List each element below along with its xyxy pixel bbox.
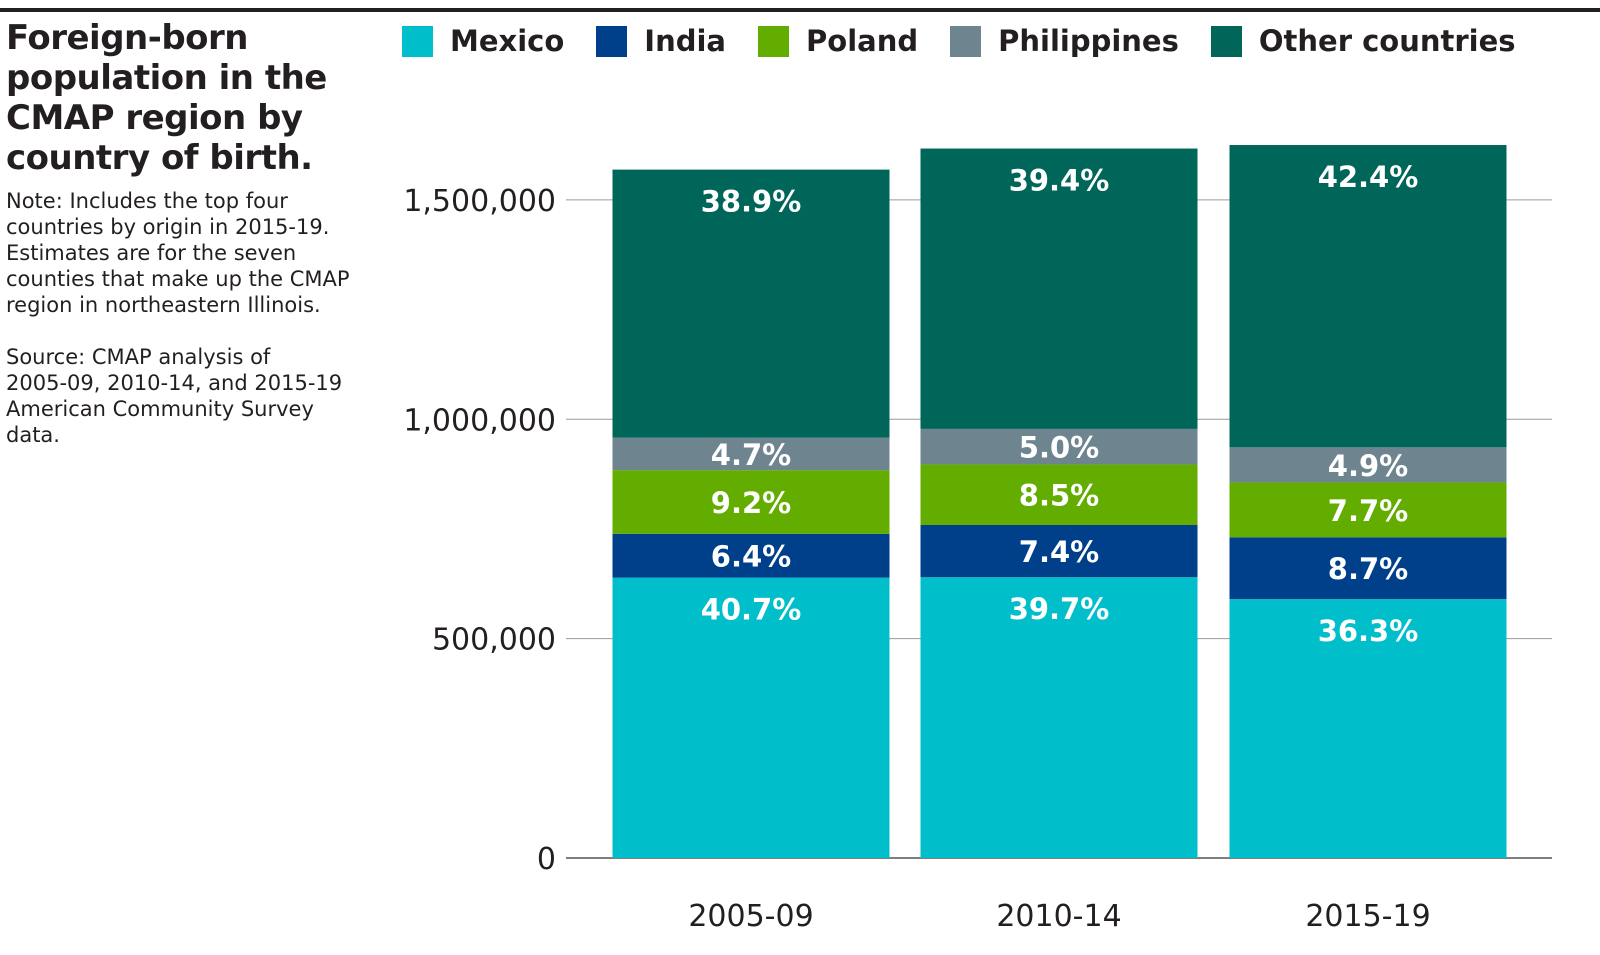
bar-segment (1229, 447, 1507, 483)
legend-label: Poland (806, 24, 919, 58)
bar-segment (1229, 145, 1507, 448)
legend-swatch (758, 25, 790, 57)
data-label: 4.9% (1328, 449, 1408, 483)
legend-swatch (596, 25, 628, 57)
title-line: country of birth. (6, 138, 313, 178)
note-line: countries by origin in 2015-19. (6, 215, 330, 239)
source-line: Source: CMAP analysis of (6, 345, 271, 369)
title-line: CMAP region by (6, 98, 303, 138)
data-label: 7.4% (1019, 535, 1099, 569)
source-line: data. (6, 423, 60, 447)
legend-label: Mexico (450, 24, 565, 58)
y-tick-label: 1,000,000 (403, 403, 556, 438)
legend-swatch (1210, 25, 1242, 57)
bar-segment (1229, 599, 1507, 858)
data-label: 42.4% (1318, 160, 1419, 194)
data-label: 7.7% (1328, 494, 1408, 528)
legend-label: Philippines (998, 24, 1179, 58)
title-line: Foreign-born (6, 18, 249, 58)
y-tick-label: 1,500,000 (403, 184, 556, 219)
note-line: Estimates are for the seven (6, 241, 297, 265)
bar-segment (612, 169, 890, 438)
legend-item-india: India (596, 24, 726, 58)
bar-segment (920, 577, 1198, 858)
data-label: 5.0% (1019, 431, 1099, 465)
source-line: American Community Survey (6, 397, 314, 421)
bar-segment (920, 464, 1198, 525)
legend-item-mexico: Mexico (402, 24, 564, 58)
bar-segment (1229, 482, 1507, 538)
chart-title: Foreign-born population in the CMAP regi… (6, 18, 381, 178)
note-line: region in northeastern Illinois. (6, 293, 321, 317)
x-tick-label: 2005-09 (688, 899, 813, 934)
bar-segment (612, 577, 890, 858)
data-label: 8.7% (1328, 552, 1408, 586)
data-label: 38.9% (701, 185, 802, 219)
chart-legend: Mexico India Poland Philippines Other co… (402, 24, 1548, 58)
legend-label: India (644, 24, 727, 58)
data-label: 4.7% (711, 438, 791, 472)
title-line: population in the (6, 58, 327, 98)
data-label: 40.7% (701, 593, 802, 627)
data-label: 39.7% (1009, 592, 1110, 626)
top-rule (0, 8, 1600, 12)
y-tick-label: 500,000 (432, 623, 556, 658)
data-label: 39.4% (1009, 164, 1110, 198)
legend-item-other-countries: Other countries (1210, 24, 1516, 58)
chart-source: Source: CMAP analysis of 2005-09, 2010-1… (6, 344, 381, 448)
note-line: counties that make up the CMAP (6, 267, 350, 291)
note-line: Note: Includes the top four (6, 189, 288, 213)
data-label: 36.3% (1318, 614, 1419, 648)
source-line: 2005-09, 2010-14, and 2015-19 (6, 371, 343, 395)
legend-item-poland: Poland (758, 24, 918, 58)
legend-item-philippines: Philippines (950, 24, 1179, 58)
x-tick-label: 2010-14 (996, 899, 1121, 934)
bar-segment (612, 533, 890, 578)
legend-swatch (950, 25, 982, 57)
bar-segment (612, 470, 890, 534)
title-block: Foreign-born population in the CMAP regi… (6, 18, 381, 448)
chart-note: Note: Includes the top four countries by… (6, 188, 381, 318)
data-label: 6.4% (711, 540, 791, 574)
bar-segment (1229, 537, 1507, 600)
data-label: 8.5% (1019, 479, 1099, 513)
x-tick-label: 2015-19 (1305, 899, 1430, 934)
bar-segment (612, 437, 890, 471)
legend-label: Other countries (1258, 24, 1516, 58)
y-tick-label: 0 (537, 842, 556, 877)
bar-segment (920, 524, 1198, 578)
data-label: 9.2% (711, 486, 791, 520)
bar-segment (920, 148, 1198, 429)
bar-segment (920, 428, 1198, 465)
legend-swatch (402, 25, 433, 57)
